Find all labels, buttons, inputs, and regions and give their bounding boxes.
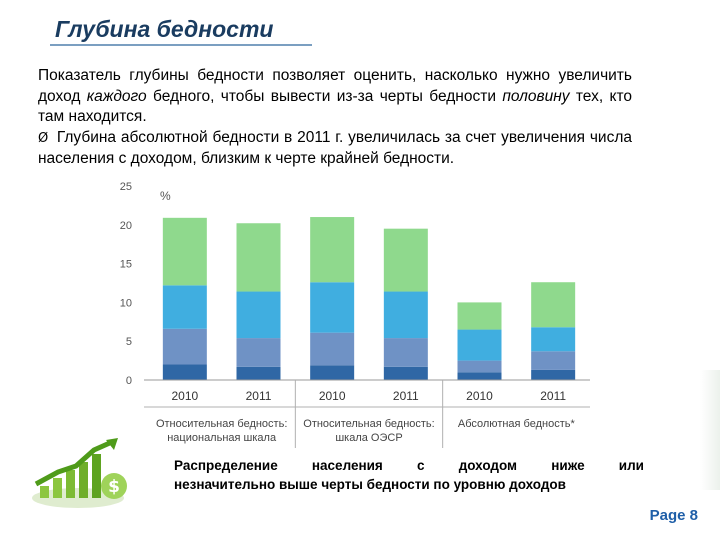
bar-segment — [162, 217, 207, 286]
y-tick-label: 5 — [126, 336, 132, 348]
bar-segment — [310, 332, 355, 366]
paragraph1-part-a: Показатель глубины бедности позволяет оц… — [38, 67, 632, 105]
bar-segment — [236, 338, 281, 367]
y-tick-label: 0 — [126, 375, 132, 387]
bar-segment — [531, 351, 576, 370]
side-decoration — [700, 370, 720, 490]
paragraph1-part-b: бедного, чтобы вывести из-за черты бедно… — [146, 87, 503, 105]
x-tick-label: 2010 — [466, 389, 493, 403]
paragraph1-part-c: тех, кто там находится. — [38, 87, 632, 126]
y-axis-unit-label: % — [160, 189, 171, 203]
y-tick-label: 10 — [120, 297, 132, 309]
y-tick-label: 20 — [120, 220, 132, 232]
growth-chart-logo-icon: $ — [32, 438, 127, 508]
paragraph1-emphasis-half: половину — [502, 87, 570, 105]
caption-word: или — [618, 458, 644, 473]
group-label: Абсолютная бедность* — [458, 418, 576, 430]
bar-segment — [236, 366, 281, 380]
dollar-icon: $ — [101, 473, 127, 499]
bar-segment — [310, 365, 355, 380]
bar-segment — [162, 364, 207, 380]
body-text: Показатель глубины бедности позволяет оц… — [38, 66, 632, 170]
caption-word: населения — [311, 458, 383, 473]
paragraph1-emphasis-each: каждого — [86, 87, 147, 105]
bar-segment — [383, 366, 428, 380]
bar-segment — [236, 223, 281, 292]
paragraph2-text: Глубина абсолютной бедности в 2011 г. ув… — [38, 128, 632, 168]
bar-segment — [383, 338, 428, 367]
caption-line-2: незначительно выше черты бедности по уро… — [174, 477, 566, 492]
group-label: Относительная бедность: шкала ОЭСР — [303, 418, 434, 444]
y-tick-label: 15 — [120, 259, 132, 271]
bar-segment — [457, 329, 502, 361]
x-tick-label: 2010 — [171, 389, 198, 403]
bar-segment — [162, 328, 207, 365]
x-tick-label: 2011 — [540, 389, 566, 403]
caption-word: доходом — [458, 458, 518, 473]
bar-segment — [383, 291, 428, 339]
group-label: Относительная бедность: национальная шкал… — [156, 418, 287, 444]
bar-segment — [310, 217, 355, 283]
bar-segment — [531, 327, 576, 352]
title-underline — [50, 44, 312, 46]
paragraph-absolute-poverty: Ø Глубина абсолютной бедности в 2011 г. … — [38, 128, 632, 170]
x-tick-label: 2010 — [319, 389, 346, 403]
x-tick-label: 2011 — [393, 389, 419, 403]
bar-segment — [162, 285, 207, 329]
paragraph-depth-definition: Показатель глубины бедности позволяет оц… — [38, 66, 632, 128]
bar-segment — [531, 369, 576, 380]
bar-segment — [236, 291, 281, 339]
bar-segment — [383, 228, 428, 292]
arrow-bullet-icon: Ø — [38, 130, 49, 146]
caption-word: с — [417, 458, 425, 473]
caption-word: ниже — [551, 458, 585, 473]
bar-segment — [531, 282, 576, 328]
bar-segment — [457, 372, 502, 380]
poverty-depth-chart: 0 5 10 15 20 25% 2010 2011 2010 2011 2010 2011 Относ… — [120, 181, 590, 448]
svg-text:$: $ — [108, 477, 120, 497]
chart-caption: Распределение населения с доходом ниже или не… — [174, 456, 644, 494]
bar-segment — [310, 282, 355, 333]
caption-word: Распределение — [174, 458, 278, 473]
caption-line-1: Распределение населения с доходом ниже или — [174, 456, 644, 475]
x-tick-label: 2011 — [246, 389, 272, 403]
y-tick-label: 25 — [120, 181, 132, 193]
page-number: Page 8 — [649, 507, 698, 524]
slide-title: Глубина бедности — [55, 16, 274, 42]
bar-segment — [457, 302, 502, 330]
bar-segment — [457, 360, 502, 373]
